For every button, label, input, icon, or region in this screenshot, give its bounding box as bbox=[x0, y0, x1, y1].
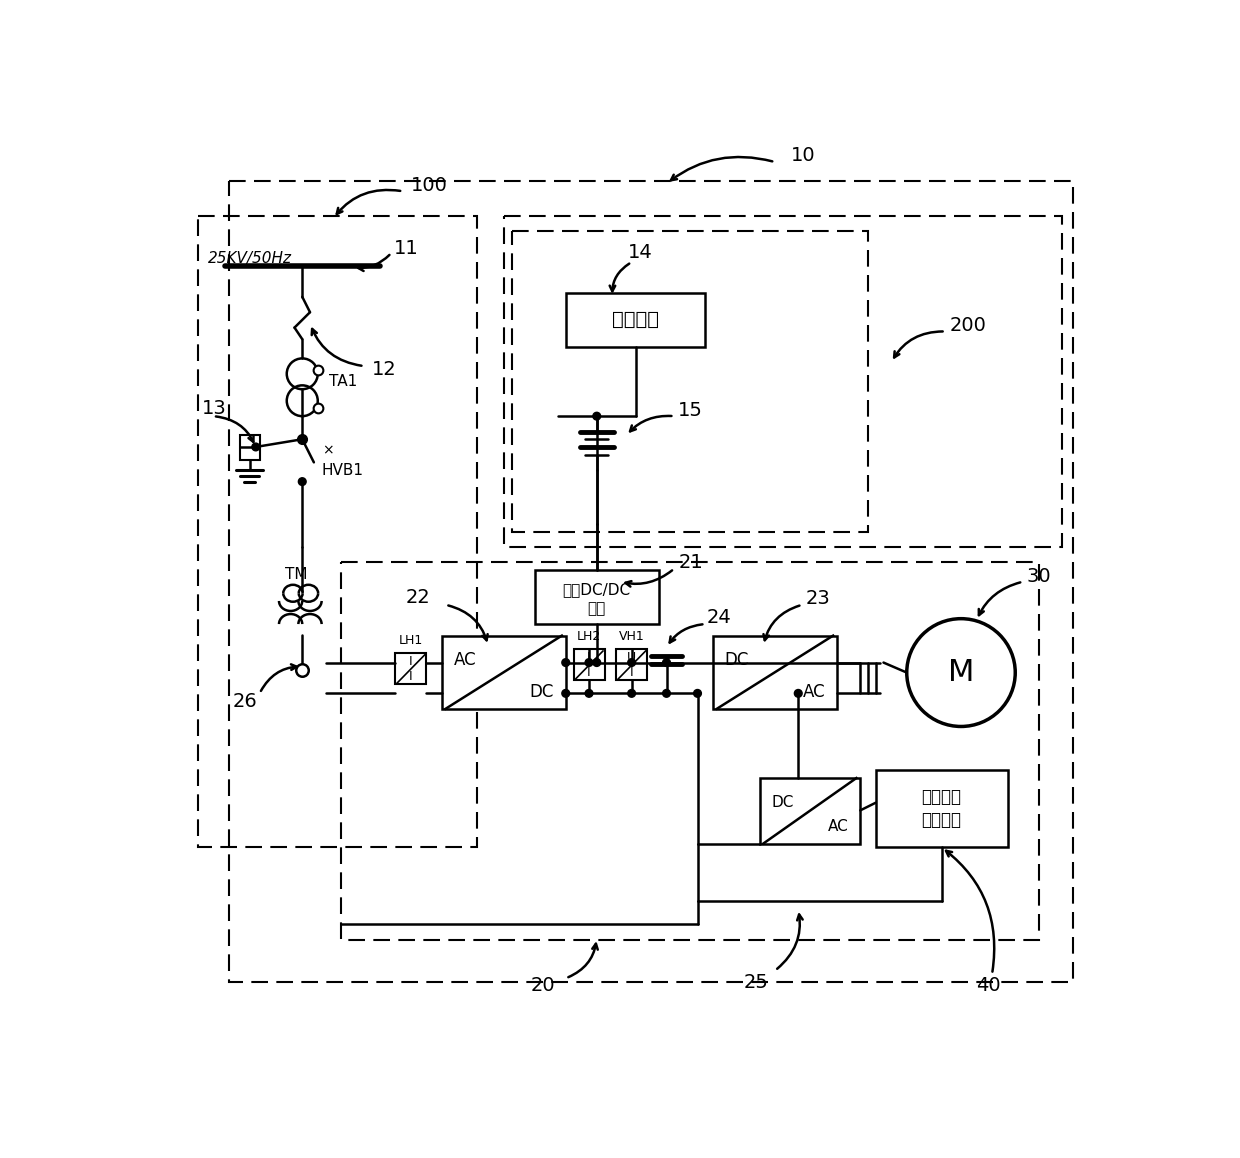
Text: DC: DC bbox=[771, 796, 794, 809]
Bar bbox=[573, 650, 605, 680]
Text: 100: 100 bbox=[410, 176, 448, 195]
Circle shape bbox=[593, 412, 600, 420]
Bar bbox=[441, 636, 565, 709]
Circle shape bbox=[562, 689, 569, 697]
Text: TA1: TA1 bbox=[330, 374, 357, 389]
Bar bbox=[503, 215, 1061, 547]
Text: 40: 40 bbox=[976, 976, 1001, 996]
Text: 30: 30 bbox=[1027, 566, 1052, 586]
Text: I: I bbox=[630, 666, 634, 679]
Bar bbox=[341, 563, 1039, 940]
Circle shape bbox=[252, 444, 259, 450]
Text: LH1: LH1 bbox=[398, 635, 423, 647]
Circle shape bbox=[627, 659, 635, 666]
Text: 21: 21 bbox=[678, 554, 703, 572]
Text: LH2: LH2 bbox=[577, 630, 601, 644]
Circle shape bbox=[795, 689, 802, 697]
Bar bbox=[228, 182, 1074, 982]
Text: 25: 25 bbox=[743, 973, 768, 991]
Bar bbox=[197, 215, 476, 848]
Bar bbox=[875, 770, 1007, 848]
Bar bbox=[534, 570, 658, 624]
Circle shape bbox=[593, 659, 600, 666]
Circle shape bbox=[562, 659, 569, 666]
Circle shape bbox=[299, 478, 306, 485]
Text: 13: 13 bbox=[201, 400, 226, 418]
Text: U: U bbox=[627, 651, 636, 664]
Text: AC: AC bbox=[454, 651, 476, 669]
Text: 11: 11 bbox=[394, 239, 418, 258]
Text: M: M bbox=[947, 658, 975, 687]
Bar bbox=[616, 650, 647, 680]
Text: 整车其它: 整车其它 bbox=[921, 789, 962, 806]
Text: I: I bbox=[409, 654, 413, 667]
Text: HVB1: HVB1 bbox=[321, 462, 363, 477]
Bar bbox=[396, 653, 427, 684]
Bar bbox=[241, 435, 259, 460]
Text: 用电设备: 用电设备 bbox=[921, 812, 962, 829]
Text: AC: AC bbox=[802, 683, 826, 701]
Text: I: I bbox=[588, 666, 590, 679]
Text: 25KV/50Hz: 25KV/50Hz bbox=[207, 251, 291, 266]
Text: 26: 26 bbox=[233, 691, 257, 711]
Text: DC: DC bbox=[529, 683, 554, 701]
Circle shape bbox=[299, 435, 306, 444]
Text: TM: TM bbox=[285, 566, 308, 581]
Bar bbox=[565, 293, 706, 347]
Text: 14: 14 bbox=[627, 243, 652, 263]
Text: 充电模块: 充电模块 bbox=[613, 310, 658, 329]
Text: 24: 24 bbox=[707, 608, 732, 628]
Text: 12: 12 bbox=[372, 360, 397, 380]
Text: 22: 22 bbox=[405, 587, 430, 607]
Text: 23: 23 bbox=[806, 589, 831, 608]
Text: 200: 200 bbox=[950, 316, 986, 335]
Text: I: I bbox=[409, 670, 413, 683]
Text: VH1: VH1 bbox=[619, 630, 645, 644]
Text: 20: 20 bbox=[531, 976, 554, 996]
Circle shape bbox=[299, 435, 306, 444]
Text: DC: DC bbox=[724, 651, 749, 669]
Text: 10: 10 bbox=[791, 146, 815, 166]
Bar bbox=[511, 232, 868, 532]
Circle shape bbox=[585, 689, 593, 697]
Bar bbox=[713, 636, 837, 709]
Circle shape bbox=[693, 689, 702, 697]
Text: 模块: 模块 bbox=[588, 601, 606, 616]
Text: ×: × bbox=[321, 444, 334, 457]
Text: AC: AC bbox=[828, 819, 848, 834]
Circle shape bbox=[662, 659, 671, 666]
Circle shape bbox=[585, 659, 593, 666]
Circle shape bbox=[662, 689, 671, 697]
Text: I: I bbox=[588, 651, 590, 664]
Text: 15: 15 bbox=[678, 401, 703, 419]
Circle shape bbox=[627, 689, 635, 697]
Text: 双向DC/DC: 双向DC/DC bbox=[563, 582, 631, 596]
Bar bbox=[759, 778, 861, 843]
